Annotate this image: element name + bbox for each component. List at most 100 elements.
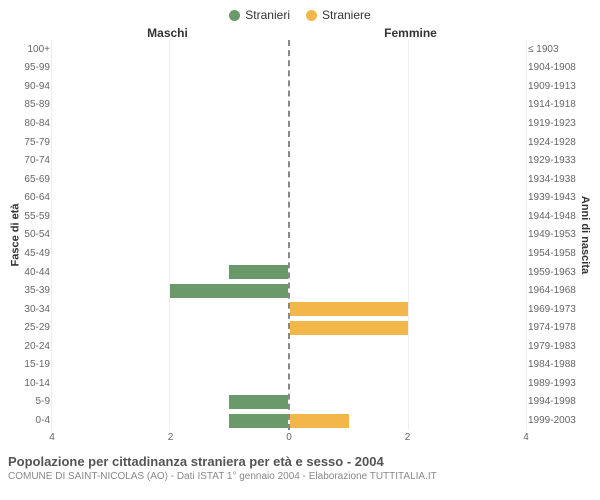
birth-tick: 1984-1988 [528, 359, 578, 370]
birth-tick: 1974-1978 [528, 322, 578, 333]
birth-tick: 1934-1938 [528, 174, 578, 185]
age-tick: 10-14 [22, 378, 50, 389]
bar-row-male [52, 207, 288, 225]
age-tick: 25-29 [22, 322, 50, 333]
x-ticks: 4 2 0 2 4 [52, 430, 526, 446]
bar-female [290, 321, 408, 335]
legend-label-male: Stranieri [245, 8, 290, 22]
age-tick: 20-24 [22, 341, 50, 352]
age-tick: 65-69 [22, 174, 50, 185]
bar-row-male [52, 189, 288, 207]
x-tick: 4 [523, 432, 529, 443]
age-tick: 5-9 [22, 396, 50, 407]
bar-male [170, 284, 288, 298]
male-half [52, 40, 288, 430]
birth-tick: 1989-1993 [528, 378, 578, 389]
bar-female [290, 414, 349, 428]
age-tick: 40-44 [22, 267, 50, 278]
header-male: Maschi [46, 26, 289, 40]
gridline [169, 40, 170, 430]
bar-male [229, 414, 288, 428]
age-tick: 60-64 [22, 192, 50, 203]
birth-tick: ≤ 1903 [528, 44, 578, 55]
birth-tick: 1999-2003 [528, 415, 578, 426]
age-tick: 45-49 [22, 248, 50, 259]
legend: Stranieri Straniere [8, 8, 592, 22]
birth-tick: 1944-1948 [528, 211, 578, 222]
birth-tick: 1969-1973 [528, 304, 578, 315]
legend-label-female: Straniere [322, 8, 371, 22]
bar-row-male [52, 356, 288, 374]
bar-row-male [52, 374, 288, 392]
gridline [526, 40, 527, 430]
bar-male [229, 395, 288, 409]
x-tick: 2 [168, 432, 174, 443]
bar-male [229, 265, 288, 279]
bar-row-male [52, 319, 288, 337]
bar-row-male [52, 170, 288, 188]
bar-row-male [52, 77, 288, 95]
y-axis-label-right: Anni di nascita [578, 40, 592, 430]
birth-tick: 1959-1963 [528, 267, 578, 278]
y-axis-label-left: Fasce di età [8, 40, 22, 430]
legend-item-female: Straniere [306, 8, 371, 22]
birth-tick: 1954-1958 [528, 248, 578, 259]
birth-tick: 1904-1908 [528, 62, 578, 73]
age-tick: 35-39 [22, 285, 50, 296]
age-tick: 30-34 [22, 304, 50, 315]
chart-title: Popolazione per cittadinanza straniera p… [8, 454, 592, 469]
x-tick: 2 [405, 432, 411, 443]
column-headers: Maschi Femmine [8, 26, 592, 40]
birth-tick: 1994-1998 [528, 396, 578, 407]
plot-area [52, 40, 526, 430]
birth-tick: 1964-1968 [528, 285, 578, 296]
x-tick: 0 [286, 432, 292, 443]
chart-subtitle: COMUNE DI SAINT-NICOLAS (AO) - Dati ISTA… [8, 471, 592, 482]
bar-row-male [52, 115, 288, 133]
chart: Fasce di età 100+ 95-99 90-94 85-89 80-84 75-… [8, 40, 592, 430]
age-tick: 15-19 [22, 359, 50, 370]
legend-item-male: Stranieri [229, 8, 290, 22]
birth-tick: 1924-1928 [528, 137, 578, 148]
age-tick: 75-79 [22, 137, 50, 148]
bar-row-male [52, 282, 288, 300]
age-tick: 55-59 [22, 211, 50, 222]
birth-tick: 1939-1943 [528, 192, 578, 203]
age-tick: 80-84 [22, 118, 50, 129]
birth-tick: 1979-1983 [528, 341, 578, 352]
birth-tick: 1909-1913 [528, 81, 578, 92]
age-tick: 0-4 [22, 415, 50, 426]
bar-row-male [52, 263, 288, 281]
age-ticks: 100+ 95-99 90-94 85-89 80-84 75-79 70-74 65-69 6… [22, 40, 52, 430]
bar-row-male [52, 244, 288, 262]
header-female: Femmine [289, 26, 532, 40]
bar-row-male [52, 226, 288, 244]
birth-tick: 1914-1918 [528, 99, 578, 110]
swatch-male [229, 10, 240, 21]
swatch-female [306, 10, 317, 21]
age-tick: 90-94 [22, 81, 50, 92]
bar-row-male [52, 40, 288, 58]
bar-row-male [52, 59, 288, 77]
gridline [51, 40, 52, 430]
bar-row-male [52, 412, 288, 430]
bar-row-male [52, 96, 288, 114]
female-half [290, 40, 526, 430]
bar-row-male [52, 133, 288, 151]
bar-row-male [52, 393, 288, 411]
age-tick: 95-99 [22, 62, 50, 73]
birth-ticks: ≤ 1903 1904-1908 1909-1913 1914-1918 1919-19… [526, 40, 578, 430]
gridline [408, 40, 409, 430]
birth-tick: 1929-1933 [528, 155, 578, 166]
x-tick: 4 [49, 432, 55, 443]
bar-female [290, 302, 408, 316]
x-axis: 4 2 0 2 4 [8, 430, 592, 446]
bar-row-male [52, 300, 288, 318]
bar-row-male [52, 337, 288, 355]
age-tick: 100+ [22, 44, 50, 55]
age-tick: 85-89 [22, 99, 50, 110]
birth-tick: 1919-1923 [528, 118, 578, 129]
age-tick: 50-54 [22, 229, 50, 240]
age-tick: 70-74 [22, 155, 50, 166]
birth-tick: 1949-1953 [528, 229, 578, 240]
